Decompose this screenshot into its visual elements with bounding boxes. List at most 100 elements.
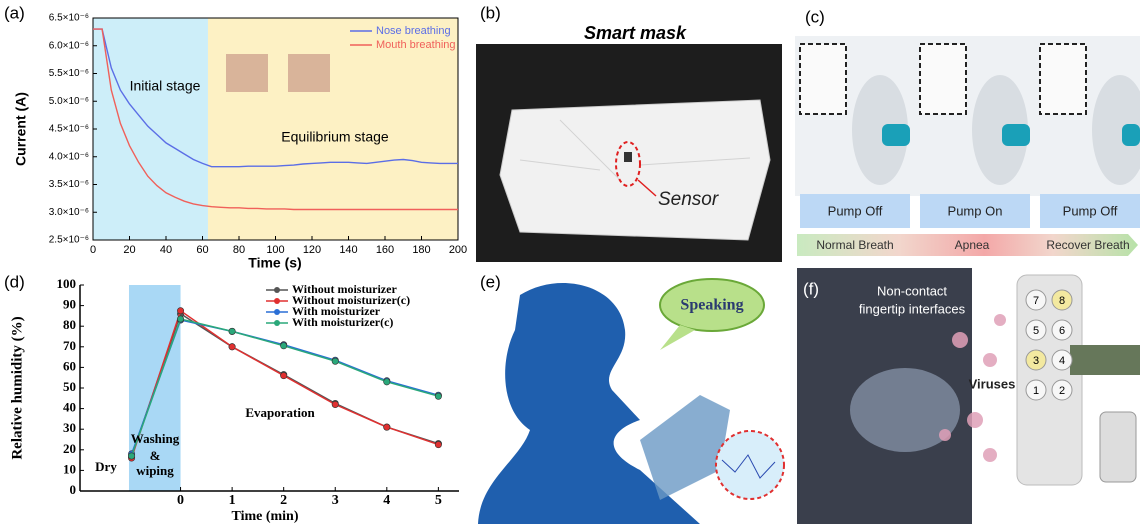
legend-label: Mouth breathing [376, 39, 456, 51]
panel-b: (b) Smart mask Sensor [476, 3, 782, 262]
stage-arrow [797, 234, 1138, 256]
annotation: Dry [95, 459, 117, 474]
panel-e: (e) Speaking [478, 272, 785, 524]
pump-label: Pump Off [1063, 203, 1118, 218]
display [1070, 345, 1140, 375]
y-tick-label: 3.0×10⁻⁶ [49, 207, 89, 218]
annotation: Initial stage [130, 78, 201, 94]
y-tick-label: 100 [57, 276, 77, 291]
key [1051, 319, 1073, 341]
y-tick-label: 6.0×10⁻⁶ [49, 40, 89, 51]
data-point [128, 452, 136, 460]
virus [952, 332, 968, 348]
sensor-pointer [637, 179, 657, 197]
panel-c: (c) Pump Off Pump On Pump Off Normal Bre… [795, 7, 1140, 256]
x-tick-label: 2 [280, 493, 287, 508]
x-tick-label: 3 [332, 493, 339, 508]
x-tick-label: 1 [229, 493, 236, 508]
x-tick-label: 200 [449, 244, 467, 256]
y-tick-label: 20 [63, 441, 76, 456]
person [852, 75, 908, 185]
panel-label: (a) [4, 3, 25, 22]
sensor-chip [624, 152, 632, 162]
mask [499, 99, 771, 241]
data-point [434, 441, 442, 449]
hand [850, 368, 960, 452]
stage-label: Normal Breath [816, 238, 893, 252]
pump-box [1040, 194, 1140, 228]
keypad [1016, 274, 1083, 486]
stage-label: Apnea [955, 238, 990, 252]
key-label: 7 [1033, 295, 1039, 307]
annotation: & [150, 448, 161, 463]
legend-label: With moisturizer(c) [292, 315, 393, 329]
data-point [280, 372, 288, 380]
person [972, 75, 1028, 185]
y-tick-label: 5.0×10⁻⁶ [49, 96, 89, 107]
virus [983, 353, 997, 367]
caption: Non-contact [877, 283, 947, 298]
inset-photo [226, 54, 268, 92]
annotation: Evaporation [245, 405, 315, 420]
panel-label: (c) [805, 7, 825, 26]
data-point [434, 392, 442, 400]
legend-marker [274, 287, 280, 293]
panel-label: (d) [4, 272, 25, 291]
panel-label: (b) [480, 3, 501, 22]
data-point [228, 343, 236, 351]
x-tick-label: 40 [160, 244, 172, 256]
series-line [93, 28, 458, 211]
silhouette [478, 282, 700, 524]
y-tick-label: 40 [63, 400, 76, 415]
key-label: 6 [1059, 325, 1065, 337]
mask-fold [519, 119, 751, 181]
y-tick-label: 80 [63, 317, 76, 332]
key [1051, 289, 1073, 311]
x-tick-label: 140 [339, 244, 357, 256]
person [1092, 75, 1140, 185]
pump-box [800, 194, 910, 228]
arrow-keys [1099, 411, 1137, 483]
data-point [177, 307, 185, 315]
dashed-box [1039, 43, 1087, 115]
key-label: 8 [1059, 295, 1065, 307]
series-line [93, 28, 458, 168]
x-tick-label: 180 [412, 244, 430, 256]
x-tick-label: 20 [123, 244, 135, 256]
legend-label: Nose breathing [376, 25, 451, 37]
key-label: 2 [1059, 385, 1065, 397]
x-tick-label: 100 [266, 244, 284, 256]
inset-photo [288, 54, 330, 92]
chart: 2.5×10⁻⁶ 3.0×10⁻⁶ 3.5×10⁻⁶ 4.0×10⁻⁶ 4.5×10⁻⁶… [4, 3, 467, 270]
data-point [383, 423, 391, 431]
bubble-tail [660, 325, 695, 350]
glove [1002, 124, 1030, 146]
key-label: 4 [1059, 355, 1065, 367]
y-axis-label: Current (A) [13, 92, 29, 166]
virus [967, 412, 983, 428]
key [1025, 289, 1047, 311]
legend-label: Without moisturizer [292, 282, 397, 296]
speech-bubble [659, 278, 765, 332]
y-tick-label: 50 [63, 379, 76, 394]
data-point [228, 327, 236, 335]
key-label: 1 [1033, 385, 1039, 397]
legend-marker [274, 309, 280, 315]
key [1025, 349, 1047, 371]
sensor-label: Sensor [658, 189, 719, 210]
panel-label: (e) [480, 272, 501, 291]
dashed-box [919, 43, 967, 115]
x-tick-label: 120 [303, 244, 321, 256]
x-tick-label: 0 [90, 244, 96, 256]
y-tick-label: 90 [63, 297, 76, 312]
x-tick-label: 4 [383, 493, 390, 508]
pump-label: Pump On [948, 203, 1003, 218]
key [1025, 319, 1047, 341]
y-tick-label: 3.5×10⁻⁶ [49, 179, 89, 190]
viruses-label: Viruses [969, 376, 1016, 391]
key-label: 3 [1033, 355, 1039, 367]
y-tick-label: 10 [63, 461, 76, 476]
stage-label: Recover Breath [1046, 238, 1129, 252]
x-tick-label: 0 [177, 493, 184, 508]
y-tick-label: 4.0×10⁻⁶ [49, 151, 89, 162]
